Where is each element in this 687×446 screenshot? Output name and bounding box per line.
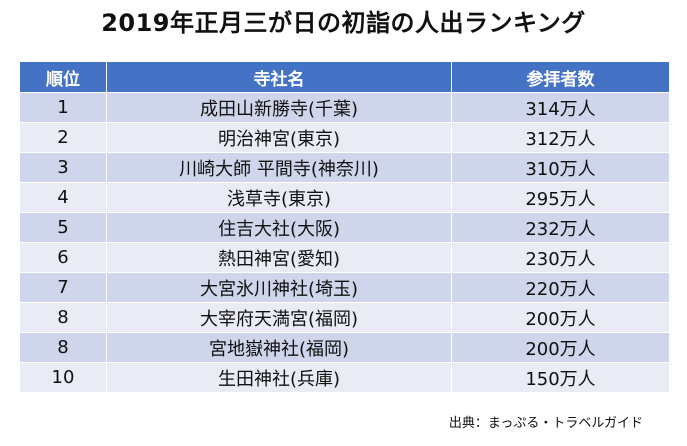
cell-count: 220万人: [451, 272, 670, 303]
cell-count: 314万人: [451, 92, 670, 123]
table-row: 1 成田山新勝寺(千葉) 314万人: [19, 92, 670, 123]
table-row: 2 明治神宮(東京) 312万人: [19, 122, 670, 153]
cell-count: 310万人: [451, 152, 670, 183]
cell-name: 宮地嶽神社(福岡): [106, 332, 452, 363]
cell-name: 大宮氷川神社(埼玉): [106, 272, 452, 303]
cell-count: 150万人: [451, 362, 670, 393]
header-rank: 順位: [19, 61, 107, 93]
ranking-table: 順位 寺社名 参拝者数 1 成田山新勝寺(千葉) 314万人 2 明治神宮(東京…: [19, 61, 670, 393]
table-row: 3 川崎大師 平間寺(神奈川) 310万人: [19, 152, 670, 183]
cell-rank: 2: [19, 122, 107, 153]
cell-name: 川崎大師 平間寺(神奈川): [106, 152, 452, 183]
cell-rank: 3: [19, 152, 107, 183]
cell-rank: 6: [19, 242, 107, 273]
cell-name: 住吉大社(大阪): [106, 212, 452, 243]
cell-name: 成田山新勝寺(千葉): [106, 92, 452, 123]
cell-rank: 10: [19, 362, 107, 393]
cell-rank: 1: [19, 92, 107, 123]
cell-count: 200万人: [451, 332, 670, 363]
cell-rank: 4: [19, 182, 107, 213]
header-name: 寺社名: [106, 61, 452, 93]
table-row: 7 大宮氷川神社(埼玉) 220万人: [19, 272, 670, 303]
cell-name: 大宰府天満宮(福岡): [106, 302, 452, 333]
cell-count: 200万人: [451, 302, 670, 333]
cell-rank: 8: [19, 302, 107, 333]
source-citation: 出典：まっぷる・トラベルガイド: [448, 416, 643, 431]
table-row: 6 熱田神宮(愛知) 230万人: [19, 242, 670, 273]
table-row: 8 宮地嶽神社(福岡) 200万人: [19, 332, 670, 363]
page-title: 2019年正月三が日の初詣の人出ランキング: [101, 9, 586, 37]
table-row: 4 浅草寺(東京) 295万人: [19, 182, 670, 213]
cell-rank: 8: [19, 332, 107, 363]
cell-name: 浅草寺(東京): [106, 182, 452, 213]
table-row: 8 大宰府天満宮(福岡) 200万人: [19, 302, 670, 333]
cell-count: 295万人: [451, 182, 670, 213]
table-header-row: 順位 寺社名 参拝者数: [19, 61, 670, 93]
cell-rank: 5: [19, 212, 107, 243]
header-count: 参拝者数: [451, 61, 670, 93]
table-row: 10 生田神社(兵庫) 150万人: [19, 362, 670, 393]
table-row: 5 住吉大社(大阪) 232万人: [19, 212, 670, 243]
cell-count: 312万人: [451, 122, 670, 153]
cell-name: 熱田神宮(愛知): [106, 242, 452, 273]
cell-count: 230万人: [451, 242, 670, 273]
cell-name: 生田神社(兵庫): [106, 362, 452, 393]
cell-count: 232万人: [451, 212, 670, 243]
cell-rank: 7: [19, 272, 107, 303]
cell-name: 明治神宮(東京): [106, 122, 452, 153]
